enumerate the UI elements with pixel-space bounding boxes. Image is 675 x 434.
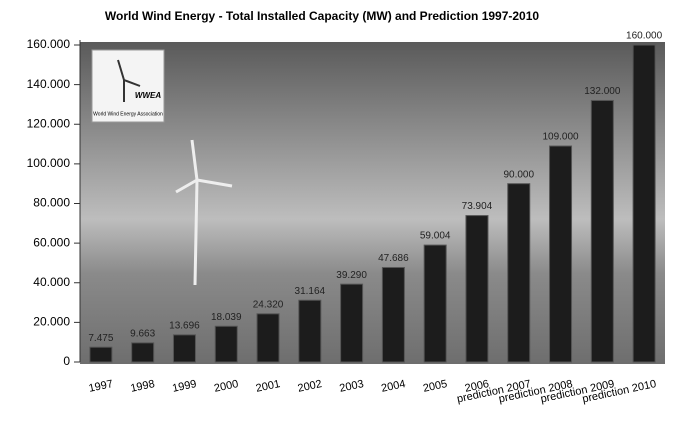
bar	[257, 314, 279, 362]
bar	[90, 347, 112, 362]
bar	[382, 268, 404, 362]
logo-subtitle: World Wind Energy Association	[93, 111, 163, 117]
value-label: 160.000	[626, 31, 663, 42]
value-label: 18.039	[211, 312, 242, 323]
logo: WWEA World Wind Energy Association	[92, 50, 164, 122]
x-tick-label: 2003	[338, 378, 364, 395]
x-tick-label: 1997	[88, 378, 114, 395]
x-tick-label: 2002	[297, 378, 323, 395]
bar	[591, 100, 613, 362]
bar	[299, 300, 321, 362]
chart-title: World Wind Energy - Total Installed Capa…	[105, 9, 540, 23]
bar	[341, 284, 363, 362]
y-tick-label: 40.000	[33, 275, 70, 289]
value-label: 39.290	[336, 270, 367, 281]
y-tick-label: 120.000	[27, 116, 71, 130]
x-tick-label: 2000	[213, 378, 239, 395]
value-label: 47.686	[378, 253, 409, 264]
value-label: 7.475	[88, 333, 113, 344]
bar	[633, 45, 655, 362]
value-label: 73.904	[462, 201, 493, 212]
x-tick-label: 2001	[255, 378, 281, 395]
x-tick-label: 1998	[129, 378, 155, 395]
bar	[508, 184, 530, 362]
value-label: 132.000	[584, 86, 621, 97]
value-label: 59.004	[420, 231, 451, 242]
bar	[550, 146, 572, 362]
value-label: 109.000	[542, 132, 579, 143]
logo-title: WWEA	[135, 91, 161, 100]
y-tick-label: 0	[63, 354, 70, 368]
y-tick-label: 20.000	[33, 315, 70, 329]
value-label: 31.164	[295, 286, 326, 297]
value-label: 24.320	[253, 299, 284, 310]
bar	[466, 216, 488, 362]
y-tick-label: 60.000	[33, 235, 70, 249]
y-tick-label: 80.000	[33, 196, 70, 210]
y-tick-label: 100.000	[27, 156, 71, 170]
value-label: 9.663	[130, 328, 155, 339]
bar	[173, 335, 195, 362]
x-tick-label: 1999	[171, 378, 197, 395]
bar	[215, 326, 237, 362]
page: {"chart_data": {"type": "bar", "title": …	[0, 0, 675, 429]
y-tick-label: 160.000	[27, 37, 71, 51]
x-tick-label: 2005	[422, 378, 448, 395]
y-tick-label: 140.000	[27, 77, 71, 91]
value-label: 13.696	[169, 321, 200, 332]
background-photo	[80, 42, 665, 364]
bar	[132, 343, 154, 362]
value-label: 90.000	[503, 169, 534, 180]
chart: WWEA World Wind Energy Association World…	[0, 0, 675, 429]
bar	[424, 245, 446, 362]
x-tick-label: 2004	[380, 378, 406, 395]
